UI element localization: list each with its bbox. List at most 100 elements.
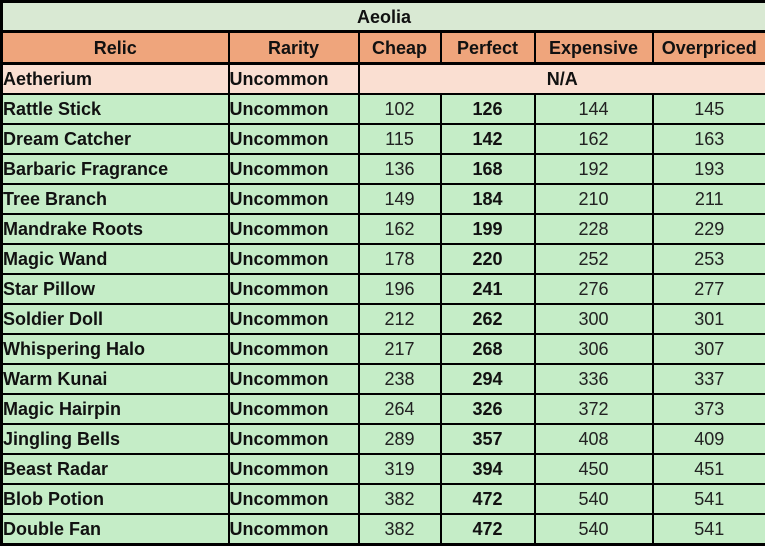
cheap-price: 102 xyxy=(359,94,441,124)
relic-name: Aetherium xyxy=(2,64,229,95)
perfect-price: 268 xyxy=(441,334,535,364)
overpriced-price: 193 xyxy=(653,154,765,184)
rarity-value: Uncommon xyxy=(229,94,359,124)
cheap-price: 136 xyxy=(359,154,441,184)
perfect-price: 394 xyxy=(441,454,535,484)
table-row-aetherium: Aetherium Uncommon N/A xyxy=(2,64,765,95)
perfect-price: 262 xyxy=(441,304,535,334)
cheap-price: 196 xyxy=(359,274,441,304)
rarity-value: Uncommon xyxy=(229,244,359,274)
table-header-row: Relic Rarity Cheap Perfect Expensive Ove… xyxy=(2,32,765,64)
rarity-value: Uncommon xyxy=(229,394,359,424)
cheap-price: 115 xyxy=(359,124,441,154)
perfect-price: 294 xyxy=(441,364,535,394)
relic-name: Magic Hairpin xyxy=(2,394,229,424)
perfect-price: 199 xyxy=(441,214,535,244)
overpriced-price: 277 xyxy=(653,274,765,304)
perfect-price: 472 xyxy=(441,484,535,514)
relic-name: Soldier Doll xyxy=(2,304,229,334)
rarity-value: Uncommon xyxy=(229,334,359,364)
overpriced-price: 373 xyxy=(653,394,765,424)
table-title: Aeolia xyxy=(2,2,765,32)
expensive-price: 252 xyxy=(535,244,653,274)
rarity-value: Uncommon xyxy=(229,184,359,214)
expensive-price: 210 xyxy=(535,184,653,214)
perfect-price: 126 xyxy=(441,94,535,124)
column-header-cheap: Cheap xyxy=(359,32,441,64)
expensive-price: 192 xyxy=(535,154,653,184)
expensive-price: 162 xyxy=(535,124,653,154)
relic-name: Rattle Stick xyxy=(2,94,229,124)
rarity-value: Uncommon xyxy=(229,304,359,334)
overpriced-price: 229 xyxy=(653,214,765,244)
perfect-price: 472 xyxy=(441,514,535,545)
relic-name: Warm Kunai xyxy=(2,364,229,394)
rarity-value: Uncommon xyxy=(229,64,359,95)
cheap-price: 217 xyxy=(359,334,441,364)
relic-name: Whispering Halo xyxy=(2,334,229,364)
overpriced-price: 307 xyxy=(653,334,765,364)
overpriced-price: 337 xyxy=(653,364,765,394)
overpriced-price: 253 xyxy=(653,244,765,274)
cheap-price: 238 xyxy=(359,364,441,394)
relic-name: Dream Catcher xyxy=(2,124,229,154)
expensive-price: 372 xyxy=(535,394,653,424)
cheap-price: 264 xyxy=(359,394,441,424)
rarity-value: Uncommon xyxy=(229,274,359,304)
overpriced-price: 145 xyxy=(653,94,765,124)
cheap-price: 382 xyxy=(359,484,441,514)
relic-name: Star Pillow xyxy=(2,274,229,304)
cheap-price: 289 xyxy=(359,424,441,454)
expensive-price: 144 xyxy=(535,94,653,124)
expensive-price: 540 xyxy=(535,484,653,514)
expensive-price: 228 xyxy=(535,214,653,244)
cheap-price: 178 xyxy=(359,244,441,274)
relic-name: Jingling Bells xyxy=(2,424,229,454)
expensive-price: 408 xyxy=(535,424,653,454)
relic-name: Double Fan xyxy=(2,514,229,545)
expensive-price: 336 xyxy=(535,364,653,394)
expensive-price: 300 xyxy=(535,304,653,334)
perfect-price: 357 xyxy=(441,424,535,454)
cheap-price: 382 xyxy=(359,514,441,545)
column-header-perfect: Perfect xyxy=(441,32,535,64)
column-header-rarity: Rarity xyxy=(229,32,359,64)
perfect-price: 220 xyxy=(441,244,535,274)
relic-name: Beast Radar xyxy=(2,454,229,484)
expensive-price: 306 xyxy=(535,334,653,364)
expensive-price: 276 xyxy=(535,274,653,304)
overpriced-price: 451 xyxy=(653,454,765,484)
table-title-row: Aeolia xyxy=(2,2,765,32)
column-header-overpriced: Overpriced xyxy=(653,32,765,64)
expensive-price: 450 xyxy=(535,454,653,484)
rarity-value: Uncommon xyxy=(229,364,359,394)
rarity-value: Uncommon xyxy=(229,514,359,545)
overpriced-price: 211 xyxy=(653,184,765,214)
relic-name: Mandrake Roots xyxy=(2,214,229,244)
rarity-value: Uncommon xyxy=(229,154,359,184)
na-value: N/A xyxy=(359,64,765,95)
rarity-value: Uncommon xyxy=(229,454,359,484)
overpriced-price: 301 xyxy=(653,304,765,334)
relic-name: Magic Wand xyxy=(2,244,229,274)
rarity-value: Uncommon xyxy=(229,214,359,244)
cheap-price: 212 xyxy=(359,304,441,334)
overpriced-price: 163 xyxy=(653,124,765,154)
overpriced-price: 541 xyxy=(653,514,765,545)
